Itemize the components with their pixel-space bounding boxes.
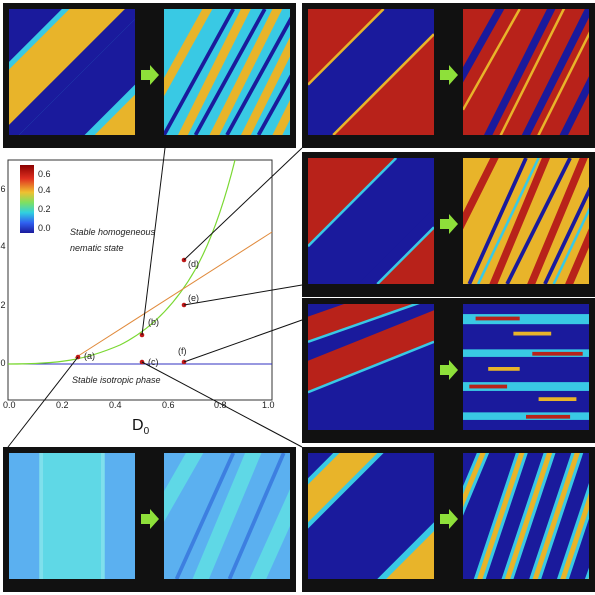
y-tick-label: .4 (0, 241, 6, 251)
evolution-arrow-c (440, 509, 458, 529)
colorbar-tick: 0.6 (38, 169, 51, 179)
colorbar-tick: 0.4 (38, 185, 51, 195)
point-label-b: (b) (148, 317, 159, 327)
point-label-e: (e) (188, 293, 199, 303)
connector-b (141, 147, 166, 336)
point-label-d: (d) (188, 259, 199, 269)
isotropic-region-label: Stable isotropic phase (72, 375, 161, 385)
colorbar-tick: 0.2 (38, 204, 51, 214)
x-axis-label: D0 (132, 417, 150, 437)
snapshot-f-final (463, 304, 589, 430)
evolution-arrow-b (141, 65, 159, 85)
colorbar (20, 165, 34, 233)
connector-c (141, 361, 303, 448)
point-label-f: (f) (178, 346, 187, 356)
snapshot-d-initial (308, 9, 434, 135)
x-tick-label: 0.4 (109, 400, 122, 410)
snapshot-a-initial (9, 453, 135, 579)
snapshot-panel-d (302, 3, 595, 148)
connector-d (183, 147, 303, 261)
evolution-arrow-f (440, 360, 458, 380)
homogeneous-region-label: nematic state (70, 243, 124, 253)
snapshot-c-initial (308, 453, 434, 579)
x-tick-label: 0.2 (56, 400, 69, 410)
x-tick-label: 0.6 (162, 400, 175, 410)
snapshot-panel-e (302, 152, 595, 297)
evolution-arrow-d (440, 65, 458, 85)
colorbar-tick: 0.0 (38, 223, 51, 233)
x-tick-label: 0.8 (214, 400, 227, 410)
evolution-arrow-a (141, 509, 159, 529)
snapshot-c-final (463, 453, 589, 579)
snapshot-e-final (463, 158, 589, 284)
snapshot-panel-f (302, 298, 595, 443)
y-tick-label: .2 (0, 300, 6, 310)
plot-area (7, 159, 273, 401)
snapshot-panel-c (302, 447, 595, 592)
snapshot-b-final (164, 9, 290, 135)
connector-f (183, 319, 303, 363)
green-boundary-curve (7, 159, 236, 365)
x-tick-label: 0.0 (3, 400, 16, 410)
orange-boundary-curve (74, 231, 273, 359)
homogeneous-region-label: Stable homogeneous (70, 227, 156, 237)
snapshot-panel-a (3, 447, 296, 592)
connector-a (7, 356, 79, 448)
snapshot-b-initial (9, 9, 135, 135)
y-tick-label: .0 (0, 358, 6, 368)
phase-diagram: 0.6 0.4 0.2 0.0 .6 .4 .2 .0 0.0 0.2 0.4 … (0, 159, 275, 437)
x-tick-label: 1.0 (262, 400, 275, 410)
y-tick-label: .6 (0, 184, 6, 194)
snapshot-e-initial (308, 158, 434, 284)
snapshot-f-initial (308, 304, 434, 430)
connector-e (183, 284, 303, 306)
point-label-a: (a) (84, 351, 95, 361)
snapshot-panel-b (3, 3, 296, 148)
point-label-c: (c) (148, 357, 159, 367)
evolution-arrow-e (440, 214, 458, 234)
snapshot-a-final (164, 453, 290, 579)
snapshot-d-final (463, 9, 589, 135)
